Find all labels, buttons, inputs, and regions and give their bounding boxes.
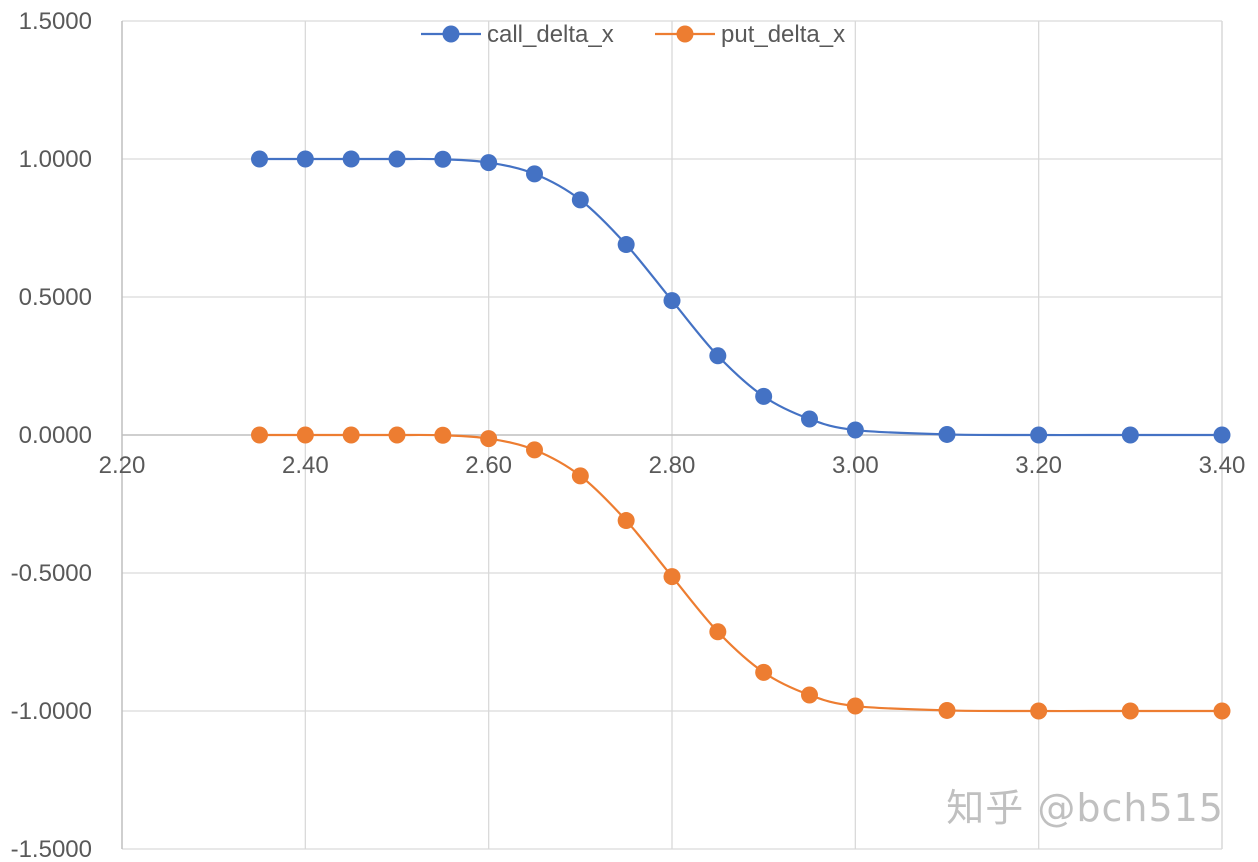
data-point-put_delta_x — [434, 426, 452, 444]
data-point-call_delta_x — [342, 150, 360, 168]
legend-label-call_delta_x: call_delta_x — [487, 21, 614, 48]
data-point-call_delta_x — [663, 292, 681, 310]
data-point-put_delta_x — [801, 686, 818, 704]
y-tick-label: -0.5000 — [11, 560, 92, 587]
data-point-call_delta_x — [480, 154, 498, 172]
data-point-call_delta_x — [709, 347, 727, 365]
series-points — [251, 150, 1231, 720]
data-point-put_delta_x — [388, 426, 406, 444]
y-tick-label: 0.5000 — [19, 284, 92, 311]
data-point-put_delta_x — [846, 697, 864, 715]
data-point-call_delta_x — [617, 236, 635, 254]
data-point-put_delta_x — [755, 663, 773, 681]
x-tick-label: 2.80 — [649, 452, 696, 479]
x-tick-label: 3.40 — [1199, 452, 1246, 479]
data-point-put_delta_x — [296, 426, 314, 444]
data-point-call_delta_x — [1121, 426, 1139, 444]
data-point-put_delta_x — [663, 568, 681, 586]
x-tick-labels: 2.20 2.40 2.60 2.80 3.00 3.20 3.40 — [99, 452, 1246, 479]
data-point-call_delta_x — [801, 410, 818, 428]
data-point-call_delta_x — [434, 150, 452, 168]
legend-marker-put_delta_x — [676, 25, 694, 43]
data-point-put_delta_x — [342, 426, 360, 444]
data-point-call_delta_x — [1213, 426, 1231, 444]
data-point-call_delta_x — [526, 165, 543, 183]
watermark: 知乎 @bch515 — [946, 786, 1224, 830]
data-point-call_delta_x — [296, 150, 314, 168]
data-point-put_delta_x — [480, 430, 498, 448]
data-point-put_delta_x — [938, 701, 956, 719]
data-point-call_delta_x — [571, 191, 589, 209]
data-point-put_delta_x — [1030, 702, 1048, 720]
data-point-put_delta_x — [571, 467, 589, 485]
data-point-call_delta_x — [1030, 426, 1048, 444]
data-point-put_delta_x — [526, 441, 543, 459]
y-tick-label: 1.0000 — [19, 146, 92, 173]
data-point-call_delta_x — [388, 150, 406, 168]
data-point-put_delta_x — [617, 512, 635, 530]
x-tick-label: 2.40 — [282, 452, 329, 479]
y-tick-label: -1.5000 — [11, 836, 92, 862]
data-point-call_delta_x — [755, 387, 773, 405]
data-point-put_delta_x — [1213, 702, 1231, 720]
data-point-put_delta_x — [251, 426, 268, 444]
data-point-put_delta_x — [1121, 702, 1139, 720]
y-tick-label: -1.0000 — [11, 698, 92, 725]
legend-marker-call_delta_x — [442, 25, 460, 43]
data-point-call_delta_x — [251, 150, 268, 168]
x-tick-label: 3.20 — [1015, 452, 1062, 479]
data-point-call_delta_x — [846, 421, 864, 439]
x-tick-label: 3.00 — [832, 452, 879, 479]
y-tick-label: 0.0000 — [19, 422, 92, 449]
y-tick-labels: 1.5000 1.0000 0.5000 0.0000 -0.5000 -1.0000 -1… — [11, 8, 92, 862]
x-tick-label: 2.20 — [99, 452, 146, 479]
x-tick-label: 2.60 — [465, 452, 512, 479]
y-tick-label: 1.5000 — [19, 8, 92, 35]
legend: call_delta_x put_delta_x — [421, 21, 845, 48]
data-point-call_delta_x — [938, 425, 956, 443]
legend-label-put_delta_x: put_delta_x — [721, 21, 845, 48]
data-point-put_delta_x — [709, 623, 727, 641]
